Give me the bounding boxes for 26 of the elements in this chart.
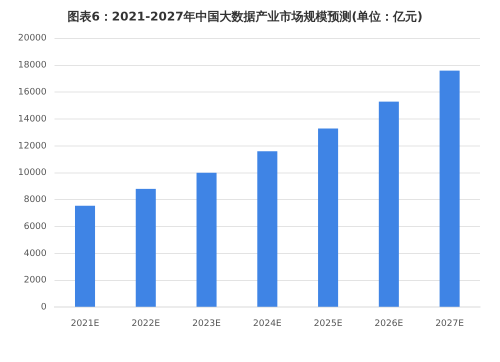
x-tick-label: 2021E [70,318,100,329]
bar [257,151,278,307]
y-tick-label: 10000 [18,168,47,178]
y-tick-label: 12000 [18,141,47,152]
x-tick-label: 2027E [435,318,464,329]
y-tick-label: 6000 [24,222,47,232]
x-tick-label: 2024E [253,318,282,329]
y-tick-label: 14000 [18,114,47,124]
bar [440,70,460,307]
x-tick-label: 2022E [131,318,160,329]
y-tick-label: 4000 [24,248,47,259]
bar [378,102,399,307]
chart-title: 图表6：2021-2027年中国大数据产业市场规模预测(单位：亿元) [67,9,423,24]
x-tick-label: 2025E [314,318,343,329]
bar [318,128,338,307]
y-tick-label: 16000 [18,88,47,98]
y-tick-label: 2000 [24,276,47,286]
bar [74,206,96,307]
bar [196,172,217,307]
y-tick-label: 0 [40,302,47,313]
y-tick-label: 18000 [18,60,47,71]
bar [136,188,156,307]
x-tick-label: 2023E [192,318,222,329]
x-tick-label: 2026E [374,318,404,329]
y-tick-label: 20000 [18,34,47,44]
y-tick-label: 8000 [24,195,47,206]
